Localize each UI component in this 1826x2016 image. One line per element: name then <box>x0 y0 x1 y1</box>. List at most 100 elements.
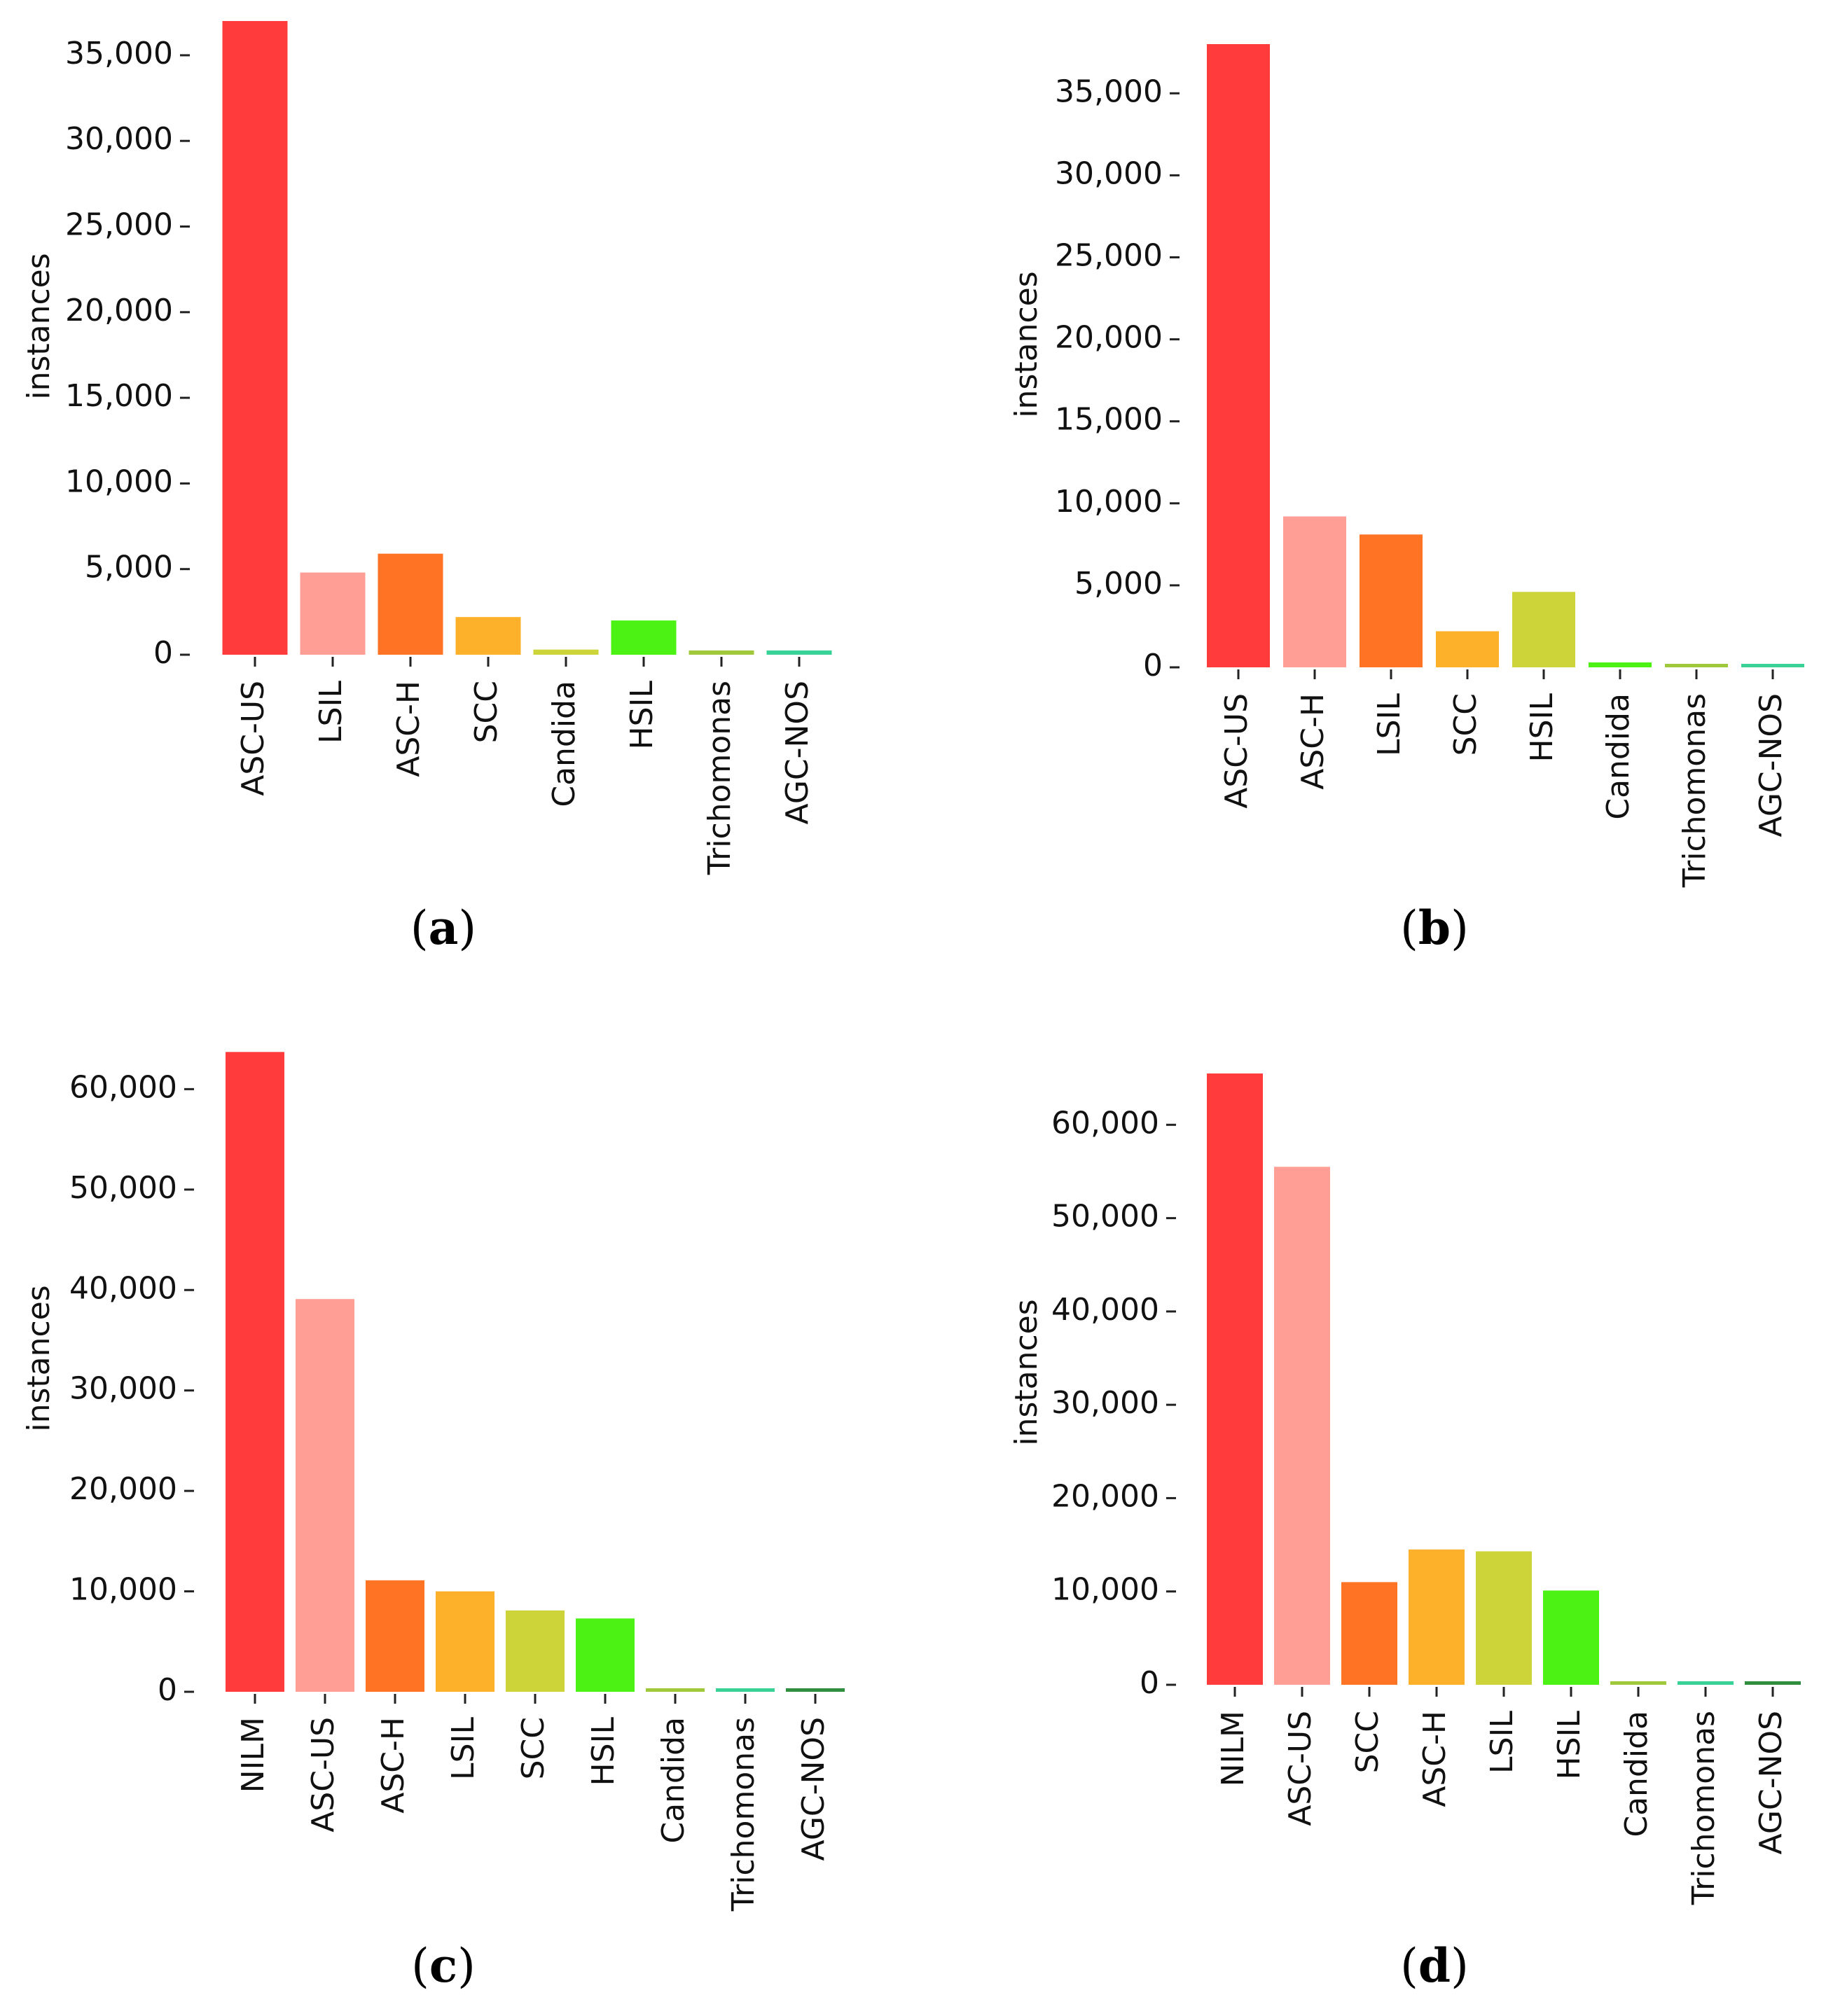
bar-asc-us[interactable] <box>1274 1167 1330 1685</box>
panel-caption: (a) <box>410 901 476 955</box>
bar-scc[interactable] <box>1341 1582 1397 1685</box>
x-tick-label: ASC-US <box>305 1717 341 1833</box>
x-tick-label: ASC-H <box>375 1717 411 1814</box>
bar-candida[interactable] <box>1589 662 1652 667</box>
y-axis-title: instances <box>1009 1299 1044 1445</box>
y-axis-title: instances <box>1009 271 1044 417</box>
x-tick-label: ASC-H <box>1417 1711 1453 1807</box>
bar-trichomonas[interactable] <box>1678 1681 1734 1685</box>
bar-agc-nos[interactable] <box>1741 664 1804 667</box>
bar-nilm[interactable] <box>1207 1073 1263 1685</box>
bar-scc[interactable] <box>506 1610 565 1692</box>
y-tick-label: 35,000 <box>1055 74 1163 109</box>
chart-panel-b: 0 5,000 10,000 15,000 20,000 25,000 30,000 35,0… <box>1009 44 1804 955</box>
bar-nilm[interactable] <box>226 1052 284 1692</box>
y-tick-label: 25,000 <box>1055 237 1163 273</box>
panel-caption: (b) <box>1400 901 1469 955</box>
x-tick-label: ASC-US <box>1282 1711 1318 1826</box>
bar-asc-us[interactable] <box>1207 44 1270 667</box>
y-tick-label: 20,000 <box>1051 1478 1159 1514</box>
x-tick-label: NILM <box>1215 1711 1251 1786</box>
y-tick-label: 15,000 <box>65 378 173 414</box>
x-tick-label: Trichomonas <box>702 681 738 875</box>
caption-close-paren: ) <box>1451 1939 1469 1993</box>
y-tick-label: 50,000 <box>1051 1199 1159 1235</box>
bar-asc-us[interactable] <box>296 1299 354 1692</box>
bar-lsil[interactable] <box>1360 534 1423 667</box>
y-tick-label: 40,000 <box>1051 1292 1159 1328</box>
y-axis-title: instances <box>21 1285 57 1431</box>
bar-trichomonas[interactable] <box>1665 664 1728 667</box>
y-tick-label: 30,000 <box>1055 155 1163 191</box>
x-tick-label: Candida <box>1600 693 1636 820</box>
y-tick-label: 0 <box>1143 648 1163 683</box>
y-tick-label: 50,000 <box>69 1170 177 1206</box>
x-tick-label: HSIL <box>1551 1711 1587 1780</box>
y-tick-label: 10,000 <box>1055 484 1163 520</box>
caption-open-paren: ( <box>411 1939 429 1993</box>
caption-close-paren: ) <box>458 901 476 955</box>
y-tick-label: 35,000 <box>65 36 173 71</box>
bar-hsil[interactable] <box>576 1618 635 1692</box>
bar-agc-nos[interactable] <box>786 1688 845 1692</box>
caption-letter: c <box>429 1938 457 1993</box>
bar-lsil[interactable] <box>436 1591 494 1692</box>
bar-scc[interactable] <box>1436 631 1499 667</box>
bar-hsil[interactable] <box>611 620 677 655</box>
bar-trichomonas[interactable] <box>689 650 754 655</box>
x-tick-label: Trichomonas <box>1686 1711 1722 1905</box>
y-tick-label: 0 <box>1140 1665 1159 1701</box>
bar-hsil[interactable] <box>1512 592 1575 667</box>
caption-open-paren: ( <box>1400 1939 1418 1993</box>
x-tick-label: ASC-H <box>391 681 427 777</box>
bar-asc-h[interactable] <box>378 553 443 655</box>
y-tick-label: 10,000 <box>65 464 173 499</box>
x-tick-label: ASC-H <box>1295 693 1331 790</box>
x-tick-label: SCC <box>1350 1711 1385 1773</box>
y-tick-label: 0 <box>158 1672 177 1708</box>
bar-agc-nos[interactable] <box>1745 1681 1801 1685</box>
x-tick-label: SCC <box>516 1717 551 1779</box>
y-tick-label: 60,000 <box>69 1069 177 1105</box>
y-tick-label: 5,000 <box>1074 566 1163 602</box>
y-tick-label: 40,000 <box>69 1270 177 1306</box>
y-tick-label: 30,000 <box>65 121 173 157</box>
y-tick-label: 20,000 <box>65 293 173 328</box>
bar-asc-h[interactable] <box>366 1580 424 1692</box>
bar-trichomonas[interactable] <box>716 1688 775 1692</box>
panel-caption: (c) <box>411 1938 476 1993</box>
chart-panel-c: 0 10,000 20,000 30,000 40,000 50,000 60,000 ins… <box>21 1052 845 1993</box>
x-tick-label: Candida <box>656 1717 691 1844</box>
caption-letter: d <box>1418 1938 1451 1993</box>
y-tick-label: 0 <box>153 635 173 671</box>
y-tick-label: 10,000 <box>1051 1572 1159 1608</box>
y-tick-label: 5,000 <box>85 550 173 585</box>
bar-candida[interactable] <box>533 649 599 655</box>
bar-candida[interactable] <box>1610 1681 1666 1685</box>
caption-open-paren: ( <box>1400 901 1418 955</box>
x-tick-label: HSIL <box>624 681 660 750</box>
bar-scc[interactable] <box>455 617 521 655</box>
bar-lsil[interactable] <box>300 572 366 655</box>
y-tick-label: 25,000 <box>65 207 173 243</box>
bar-agc-nos[interactable] <box>766 650 832 655</box>
x-tick-label: AGC-NOS <box>1753 1711 1789 1855</box>
chart-panel-d: 0 10,000 20,000 30,000 40,000 50,000 60,000 ins… <box>1009 1073 1801 1993</box>
bar-asc-us[interactable] <box>222 21 288 655</box>
x-tick-label: NILM <box>235 1717 271 1793</box>
x-tick-label: AGC-NOS <box>1753 693 1789 837</box>
bar-lsil[interactable] <box>1476 1551 1532 1685</box>
bar-asc-h[interactable] <box>1283 516 1346 667</box>
bar-asc-h[interactable] <box>1409 1549 1465 1685</box>
x-tick-label: SCC <box>469 681 504 743</box>
panel-caption: (d) <box>1400 1938 1469 1993</box>
y-tick-label: 15,000 <box>1055 402 1163 438</box>
caption-open-paren: ( <box>410 901 429 955</box>
y-tick-label: 30,000 <box>69 1371 177 1407</box>
caption-close-paren: ) <box>457 1939 476 1993</box>
bar-candida[interactable] <box>646 1688 705 1692</box>
bar-hsil[interactable] <box>1543 1590 1599 1685</box>
y-tick-label: 20,000 <box>69 1471 177 1507</box>
x-tick-label: Trichomonas <box>1677 693 1713 888</box>
